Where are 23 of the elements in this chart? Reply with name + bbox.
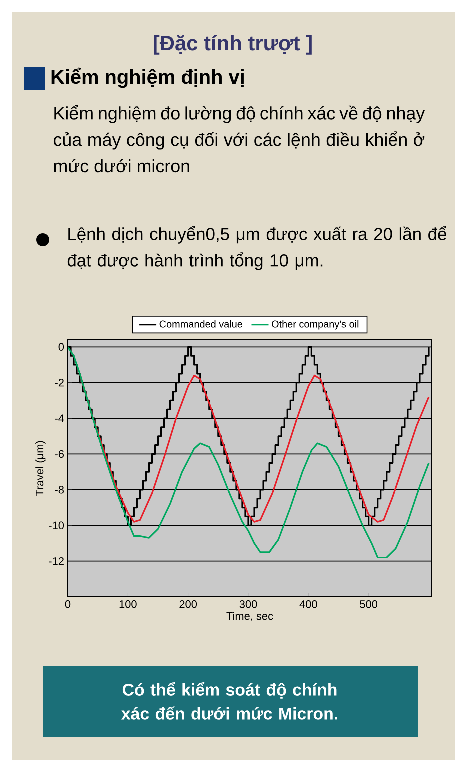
text: Kiểm nghiệm đo lường độ chính xác về độ nhạy của máy công cụ đối với các lệnh điều khiển ở mức dưới micron [54,105,426,173]
legend-label: Commanded value [160,320,242,328]
x-tick-label: 200 [180,600,198,608]
line-series [68,346,430,559]
legend-label: Other company's oil [272,320,359,330]
y-tick-label: -4 [55,414,64,422]
y-tick-label: -10 [49,522,64,530]
x-tick-label: 100 [120,600,137,608]
text: Lệnh dịch chuyển0,5 μm được xuất ra 20 lần để đạt được hành trình tổng 10 μm. [68,226,446,270]
y-axis-title: Travel (μm) [36,441,46,496]
x-tick-label: 400 [300,600,318,608]
text: Có thể kiểm soát độ chính xác đến dưới mức Micron. [121,682,338,720]
chart-title: [Đặc tính trượt ] [154,35,312,55]
y-tick-label: -6 [55,450,64,458]
x-tick-label: 0 [65,600,71,608]
y-tick-label: -8 [55,486,64,494]
chart-subtitle: Kiểm nghiệm định vị [52,68,244,88]
x-tick-label: 300 [240,600,258,608]
y-tick-label: -12 [49,558,64,566]
x-tick-label: 500 [360,600,378,608]
y-tick-label: 0 [58,343,64,352]
x-axis-title: Time, sec [226,612,274,622]
y-tick-label: -2 [55,379,64,387]
